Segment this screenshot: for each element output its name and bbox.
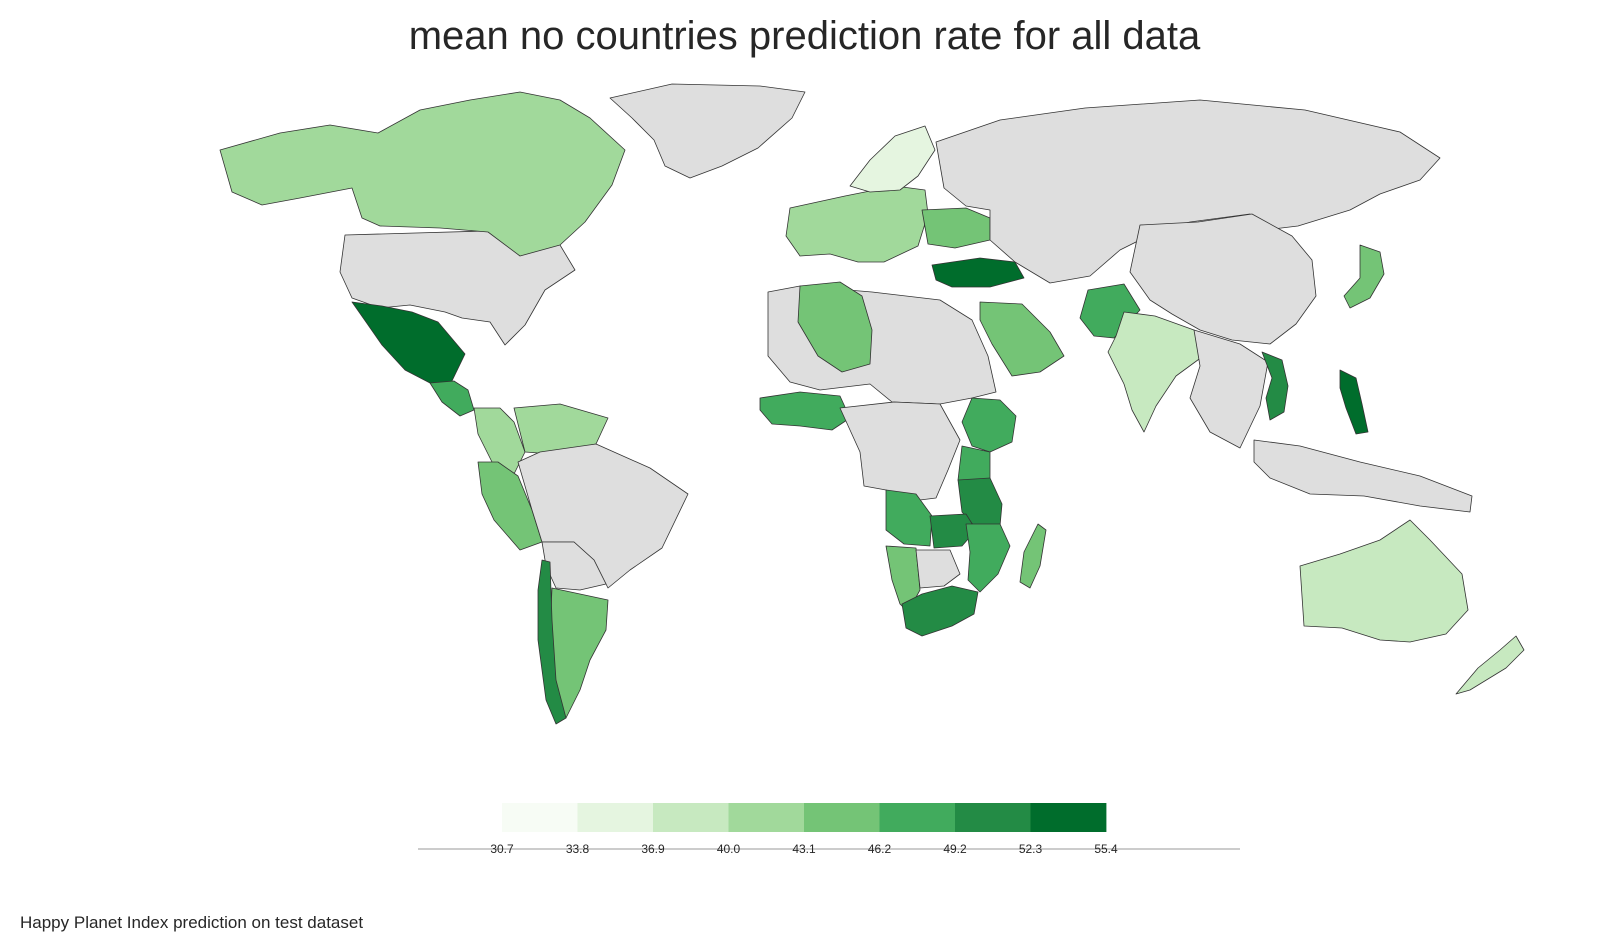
legend-tick-label: 52.3 [1019, 842, 1043, 856]
legend-tick-label: 49.2 [943, 842, 967, 856]
legend-swatch [804, 803, 880, 832]
map-region-north-america-no-data [339, 229, 576, 346]
legend-swatch [577, 803, 654, 832]
map-region-australia [1299, 519, 1469, 643]
legend-tick-label: 30.7 [490, 842, 514, 856]
map-region-angola [885, 489, 933, 547]
legend-swatch [1030, 803, 1107, 832]
map-region-south-africa [901, 585, 979, 637]
legend-swatch [653, 803, 729, 832]
map-region-greenland [609, 83, 806, 179]
map-region-chile [537, 559, 567, 725]
legend-swatch [955, 803, 1031, 832]
map-region-madagascar [1019, 523, 1047, 589]
map-region-ethiopia [961, 397, 1017, 453]
map-region-china-mongolia [1129, 213, 1317, 345]
map-title: mean no countries prediction rate for al… [408, 14, 1201, 58]
map-region-saudi-arabia [979, 301, 1065, 377]
map-region-central-africa-no-data [839, 401, 961, 503]
legend-swatch [728, 803, 805, 832]
legend-tick-label: 33.8 [566, 842, 590, 856]
map-region-turkey [931, 257, 1025, 288]
legend-tick-label: 40.0 [717, 842, 741, 856]
map-region-india [1107, 311, 1207, 433]
map-region-new-zealand [1455, 635, 1525, 695]
map-region-nordic-countries [849, 125, 936, 193]
map-region-vietnam [1261, 351, 1289, 421]
map-region-philippines [1339, 369, 1369, 435]
map-region-southeast-asia-no-data [1189, 329, 1269, 449]
map-region-mozambique [965, 523, 1011, 593]
map-region-japan [1343, 244, 1385, 309]
legend-tick-label: 55.4 [1094, 842, 1118, 856]
map-region-botswana [915, 549, 961, 589]
legend-swatch [879, 803, 956, 832]
map-region-algeria [797, 281, 873, 373]
map-region-west-africa [759, 391, 851, 431]
legend-tick-label: 36.9 [641, 842, 665, 856]
legend-tick-label: 43.1 [792, 842, 816, 856]
map-caption: Happy Planet Index prediction on test da… [20, 913, 364, 932]
legend-tick-label: 46.2 [868, 842, 892, 856]
legend-swatch [502, 803, 578, 832]
map-region-indonesia-papua [1253, 439, 1473, 513]
map-region-canada [219, 91, 626, 257]
